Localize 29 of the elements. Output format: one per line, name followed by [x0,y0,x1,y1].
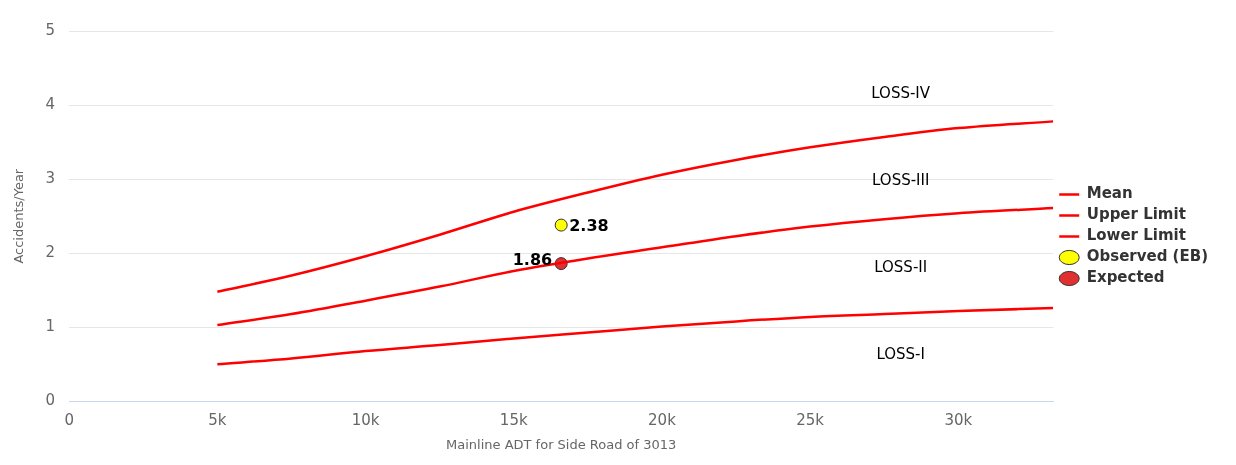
annotation: LOSS-III [872,170,930,189]
annotation: LOSS-I [876,344,925,363]
x-tick-label: 30k [944,411,973,430]
line-series [216,206,1054,327]
legend-label: Mean [1086,184,1133,203]
line-series [216,306,1054,366]
x-tick-label: 20k [648,411,677,430]
y-tick-label: 4 [45,94,56,113]
data-label: 1.86 [512,249,553,269]
data-label: 2.38 [569,216,609,236]
annotation: LOSS-IV [871,83,931,102]
legend-label: Lower Limit [1086,226,1186,245]
y-tick-label: 5 [45,20,56,39]
y-tick-label: 3 [45,169,56,188]
line-series [216,120,1054,294]
annotation: LOSS-II [874,257,928,276]
y-axis-title: Accidents/Year [11,168,27,264]
x-tick-label: 15k [499,411,528,430]
legend-label: Expected [1086,268,1165,287]
x-tick-label: 25k [796,411,825,430]
y-tick-label: 2 [45,243,56,262]
x-tick-label: 5k [208,411,227,430]
x-tick-label: 0 [64,411,74,430]
legend-label: Upper Limit [1086,205,1186,224]
x-tick-label: 10k [351,411,380,430]
y-tick-label: 1 [45,317,56,336]
y-tick-label: 0 [45,391,56,410]
x-axis-title: Mainline ADT for Side Road of 3013 [446,436,677,452]
legend-label: Observed (EB) [1086,247,1209,266]
